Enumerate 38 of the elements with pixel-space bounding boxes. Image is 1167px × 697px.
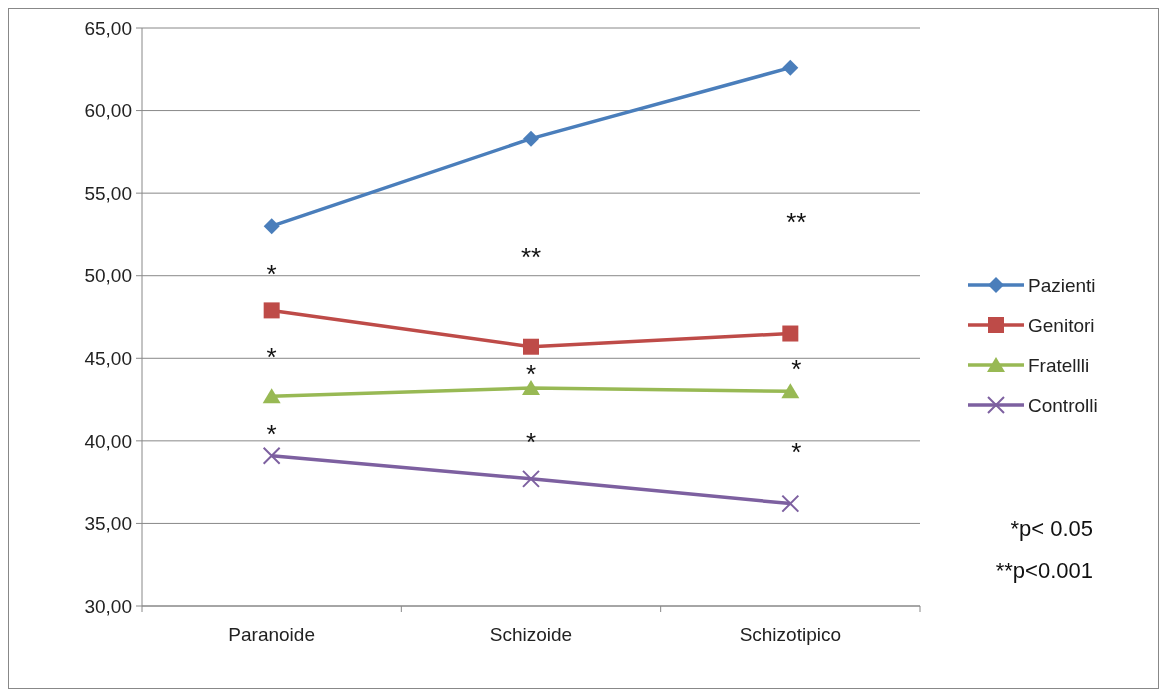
y-tick-label: 35,00 [84, 513, 132, 535]
point [782, 59, 799, 76]
annotation: * [525, 359, 537, 390]
point [522, 380, 540, 396]
legend-label: Pazienti [1028, 274, 1096, 296]
text: **p<0.001 [995, 558, 1093, 583]
point [781, 383, 800, 399]
annotation: * [266, 342, 277, 373]
x-tick-label: Schizotipico [739, 624, 842, 645]
legend-label: Fratellli [1028, 354, 1090, 376]
point [523, 130, 539, 147]
point [263, 302, 280, 319]
point [523, 338, 539, 355]
x-tick-label: Schizoide [489, 624, 573, 645]
y-tick-label: 50,00 [84, 265, 132, 287]
point [263, 218, 280, 235]
annotation: * [266, 259, 277, 290]
legend-label: Controlli [1028, 394, 1098, 416]
text: *p< 0.05 [1010, 516, 1093, 541]
y-tick-label: 30,00 [84, 595, 132, 617]
x-tick-label: Paranoide [228, 624, 315, 645]
point [262, 446, 281, 465]
point [522, 469, 540, 488]
y-tick-label: 65,00 [84, 17, 132, 39]
annotation: * [791, 437, 802, 468]
y-tick-label: 55,00 [84, 182, 132, 204]
y-tick-label: 45,00 [84, 347, 132, 369]
point [782, 325, 799, 342]
annotation: ** [786, 207, 807, 238]
point [262, 388, 281, 404]
legend-label: Genitori [1028, 314, 1095, 336]
annotation: ** [520, 242, 542, 273]
point [781, 494, 800, 513]
y-tick-label: 40,00 [84, 430, 132, 452]
annotation: * [525, 427, 537, 458]
annotation: * [791, 354, 802, 385]
annotation: * [266, 419, 277, 450]
y-tick-label: 60,00 [84, 100, 132, 122]
